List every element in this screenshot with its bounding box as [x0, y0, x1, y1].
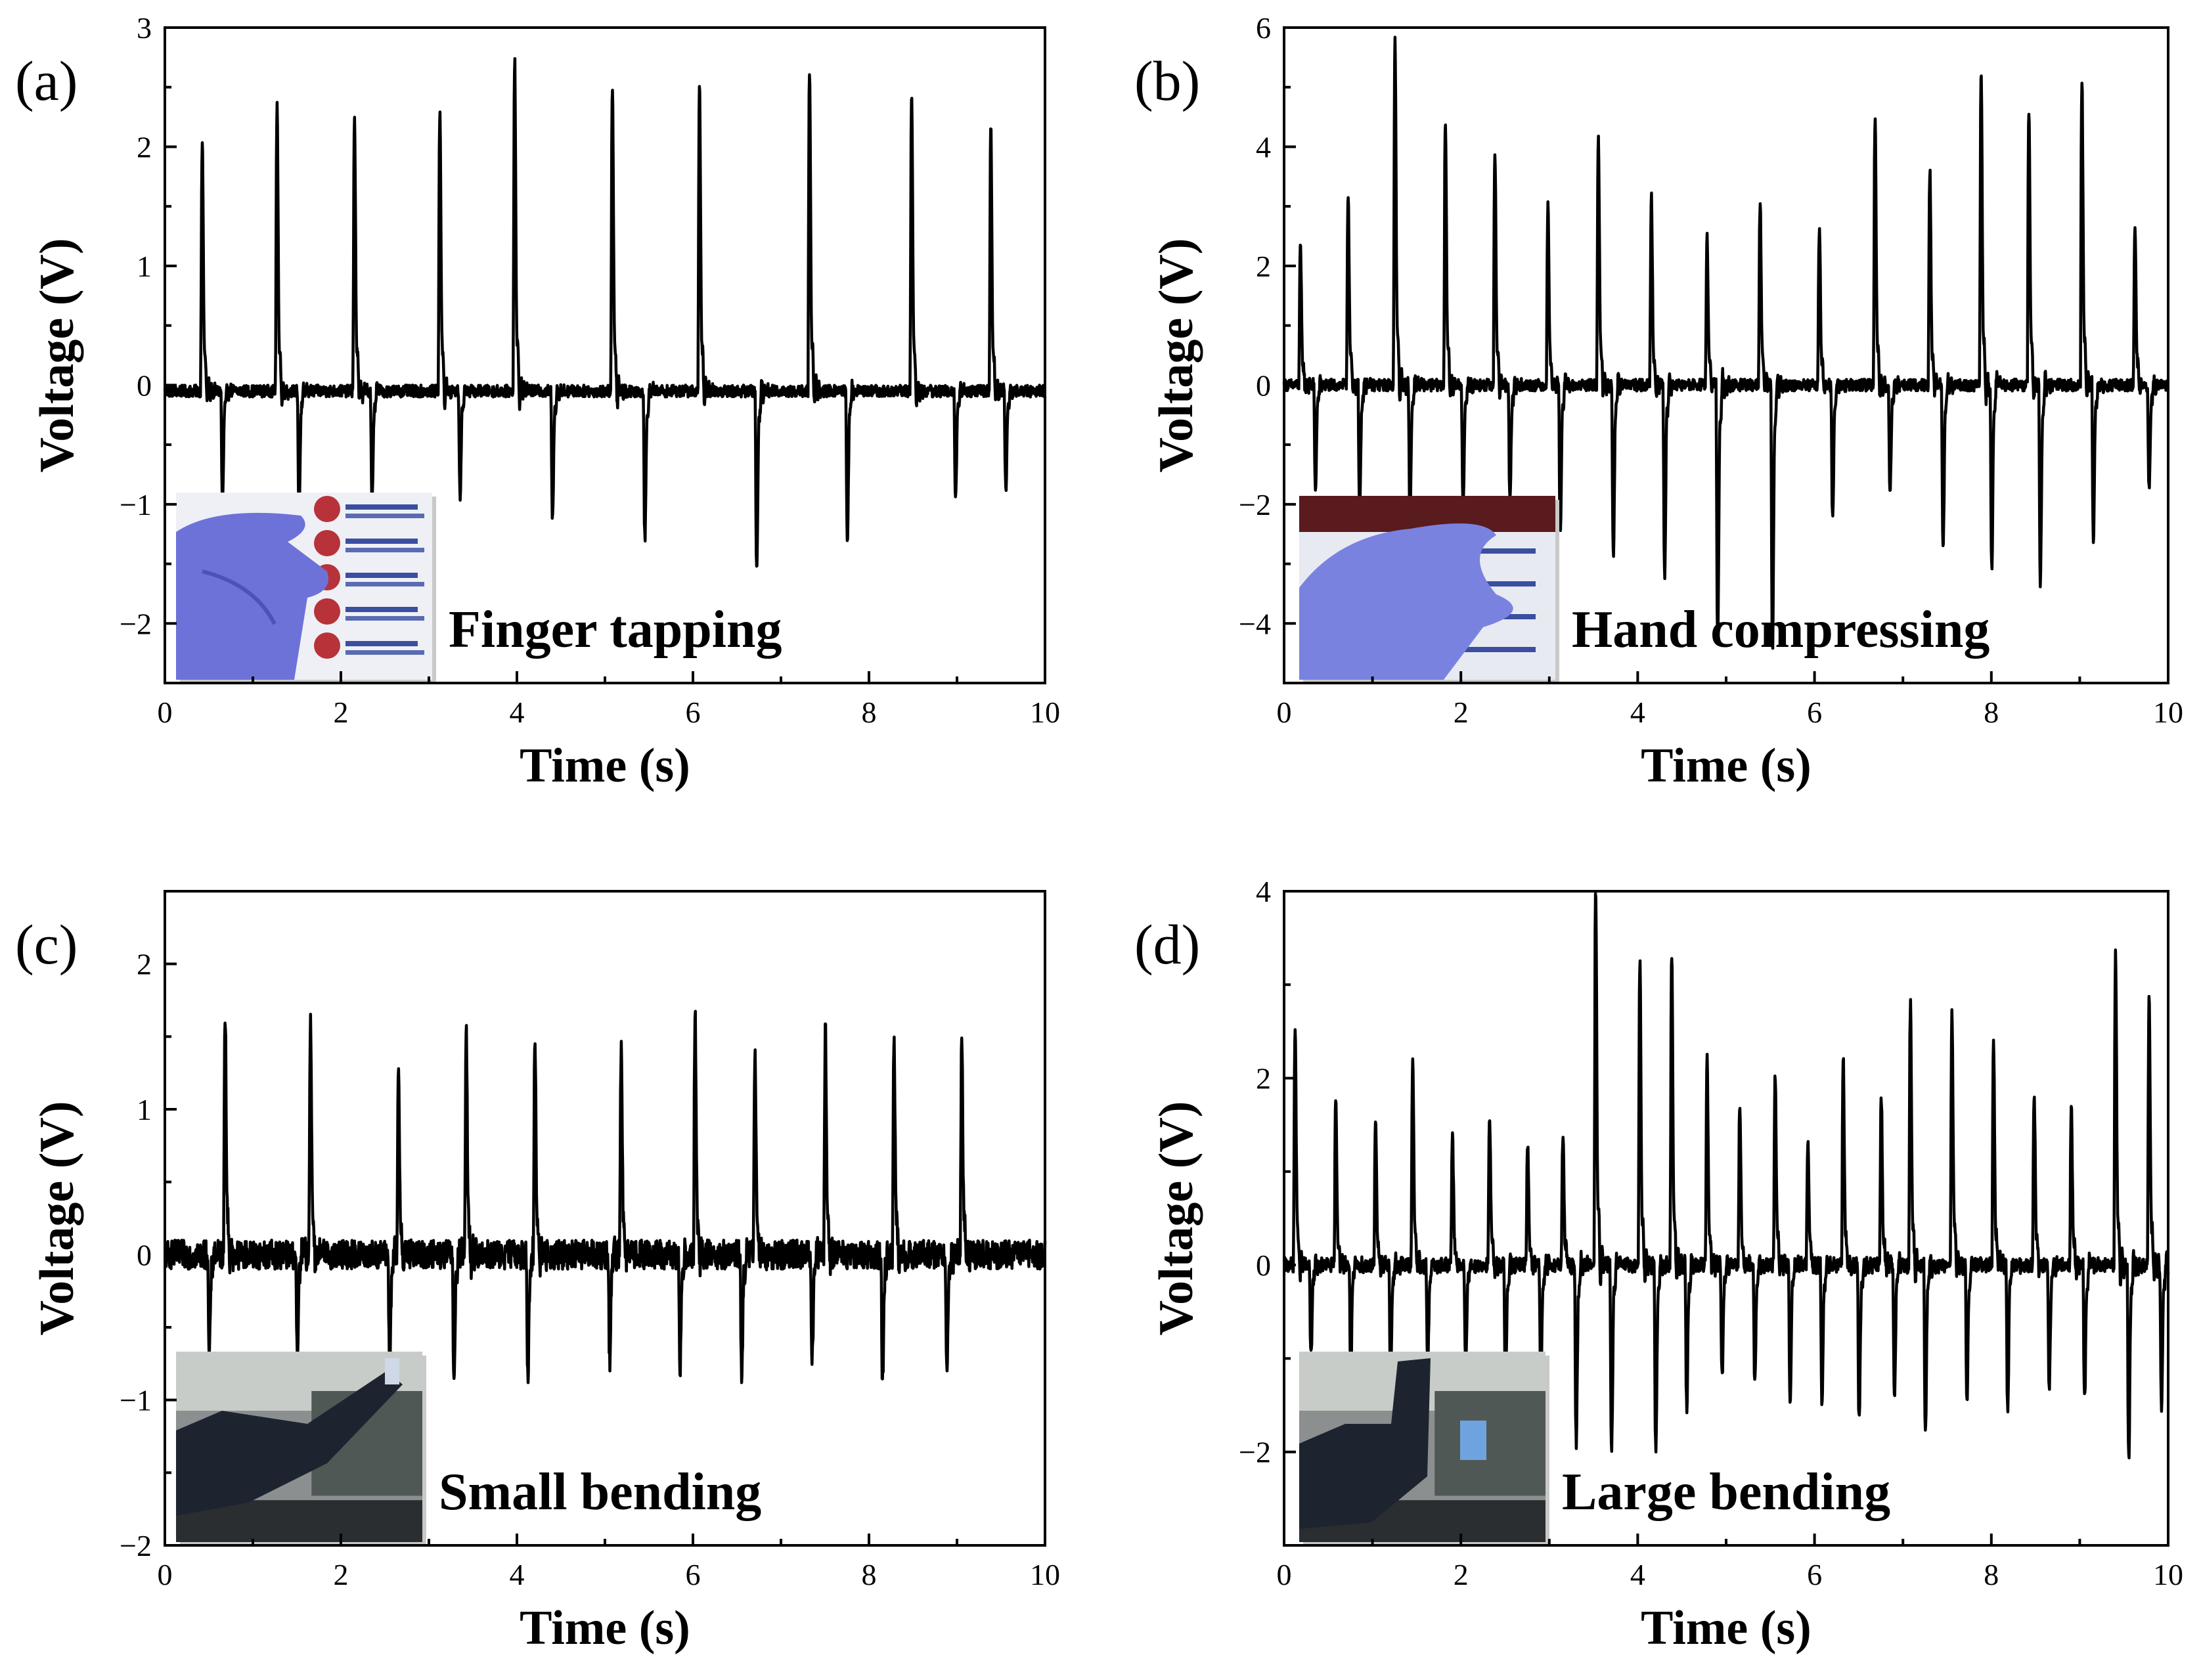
x-tick-label: 8 [862, 696, 877, 729]
x-tick-label: 8 [862, 1558, 877, 1591]
panel-letter: (a) [15, 49, 78, 112]
x-tick-label: 6 [1807, 696, 1822, 729]
arm-small-bending-photo [176, 1352, 422, 1542]
y-tick-label: 2 [137, 948, 152, 981]
x-tick-label: 4 [1630, 1558, 1645, 1591]
y-tick-label: 0 [137, 368, 152, 402]
x-tick-label: 10 [2153, 1558, 2183, 1591]
y-tick-label: 0 [137, 1238, 152, 1271]
signal-series-line [1282, 35, 2170, 650]
x-tick-label: 8 [1984, 1558, 1999, 1591]
x-axis-label: Time (s) [1641, 1601, 1812, 1655]
x-tick-label: 4 [510, 696, 525, 729]
y-tick-label: 3 [137, 11, 152, 45]
y-tick-label: −2 [1239, 488, 1271, 521]
x-axis-label: Time (s) [520, 1601, 690, 1655]
x-tick-label: 6 [686, 696, 701, 729]
y-tick-label: 2 [1256, 250, 1271, 283]
y-axis-label: Voltage (V) [1149, 1101, 1203, 1336]
chart-panel-c: 0 2 4 6 8 10 −2 −1 0 1 2 Time (s) Voltage (V) (c) Smal… [15, 890, 1060, 1655]
x-tick-label: 0 [1277, 1558, 1292, 1591]
chart-panel-a: 0 2 4 6 8 10 −2 −1 0 1 2 3 Time (s) Voltage (V) (a) Fin… [15, 11, 1060, 793]
hand-gloved-finger-tapping-photo [176, 493, 432, 680]
y-tick-label: −1 [120, 488, 152, 521]
x-tick-label: 2 [1454, 696, 1469, 729]
y-tick-label: 4 [1256, 875, 1271, 908]
panel-letter: (d) [1134, 913, 1200, 976]
y-tick-label: −2 [120, 1529, 152, 1562]
x-axis-label: Time (s) [1641, 739, 1812, 793]
y-tick-label: −2 [1239, 1436, 1271, 1469]
y-tick-label: 1 [137, 1093, 152, 1126]
annotation-caption: Finger tapping [449, 601, 782, 659]
x-tick-label: 2 [334, 1558, 349, 1591]
x-axis-label: Time (s) [520, 739, 690, 793]
x-tick-label: 10 [1030, 1558, 1060, 1591]
y-tick-label: 2 [137, 130, 152, 164]
y-axis-label: Voltage (V) [30, 238, 84, 473]
x-tick-label: 6 [1807, 1558, 1822, 1591]
x-tick-label: 0 [1277, 696, 1292, 729]
y-tick-label: −4 [1239, 607, 1271, 640]
y-tick-label: 0 [1256, 1249, 1271, 1282]
x-tick-label: 0 [158, 1558, 173, 1591]
signal-series-line [164, 1009, 1047, 1384]
x-tick-label: 2 [334, 696, 349, 729]
chart-panel-d: 0 2 4 6 8 10 −2 0 2 4 Time (s) Voltage (V) (d) Large … [1134, 875, 2183, 1655]
y-tick-label: −1 [120, 1384, 152, 1417]
x-tick-label: 4 [510, 1558, 525, 1591]
annotation-caption: Small bending [439, 1463, 761, 1521]
y-tick-label: −2 [120, 607, 152, 640]
panel-letter: (b) [1134, 49, 1200, 112]
y-tick-label: 4 [1256, 130, 1271, 164]
x-tick-label: 6 [686, 1558, 701, 1591]
hand-compressing-photo [1299, 496, 1555, 680]
x-tick-label: 2 [1454, 1558, 1469, 1591]
x-tick-label: 4 [1630, 696, 1645, 729]
x-tick-label: 8 [1984, 696, 1999, 729]
x-tick-label: 10 [2153, 696, 2183, 729]
annotation-caption: Hand compressing [1572, 601, 1990, 659]
x-tick-label: 10 [1030, 696, 1060, 729]
chart-panel-b: 0 2 4 6 8 10 −4 −2 0 2 4 6 Time (s) Voltage (V) (b) Han… [1134, 11, 2183, 793]
y-tick-label: 0 [1256, 368, 1271, 402]
y-axis-label: Voltage (V) [1149, 238, 1203, 473]
y-tick-label: 6 [1256, 11, 1271, 45]
y-tick-label: 1 [137, 250, 152, 283]
arm-large-bending-photo [1299, 1352, 1545, 1542]
y-tick-label: 2 [1256, 1062, 1271, 1095]
signal-series-line [163, 56, 1047, 568]
y-axis-label: Voltage (V) [30, 1101, 84, 1336]
annotation-caption: Large bending [1562, 1463, 1890, 1521]
signal-series-line [1282, 892, 2170, 1460]
panel-letter: (c) [15, 913, 78, 976]
x-tick-label: 0 [158, 696, 173, 729]
